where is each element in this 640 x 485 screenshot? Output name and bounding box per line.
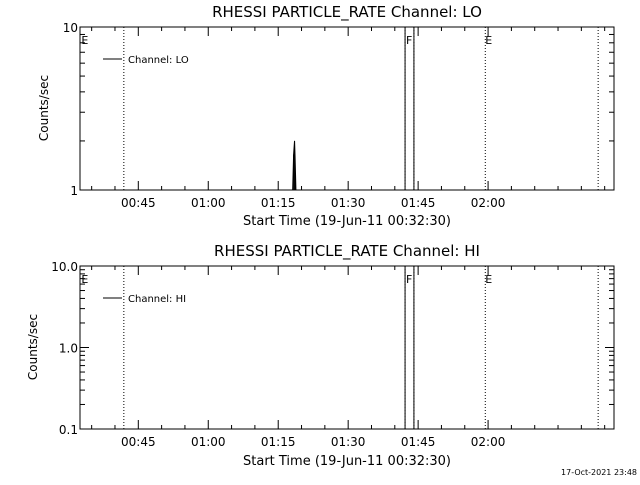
event-flag: F <box>406 273 412 286</box>
x-tick-label: 02:00 <box>471 435 506 449</box>
x-tick-label: 01:00 <box>191 435 226 449</box>
x-tick-label: 01:30 <box>331 196 366 210</box>
event-flag: E <box>485 273 492 286</box>
y-tick-label: 0.1 <box>59 423 78 437</box>
y-tick-label: 1.0 <box>59 342 78 356</box>
x-tick-label: 01:45 <box>401 435 436 449</box>
chart-panel-hi: RHESSI PARTICLE_RATE Channel: HI 00:45 01… <box>26 242 615 469</box>
x-tick-label: 00:45 <box>121 435 156 449</box>
legend: Channel: LO <box>103 55 189 66</box>
plot-frame <box>79 265 615 430</box>
x-tick-label: 01:15 <box>261 196 296 210</box>
x-tick-label: 02:00 <box>471 196 506 210</box>
x-ticks: 00:45 01:00 01:15 01:30 01:45 02:00 <box>91 266 606 449</box>
data-pulse <box>404 265 415 429</box>
event-flag: E <box>485 34 492 47</box>
y-tick-label: 10.0 <box>51 260 78 274</box>
y-ticks: 0.1 1.0 10.0 <box>51 260 614 437</box>
x-ticks: 00:45 01:00 01:15 01:30 01:45 02:00 <box>91 27 606 210</box>
y-axis-label: Counts/sec <box>37 75 51 141</box>
legend-label: Channel: HI <box>128 294 186 305</box>
x-tick-label: 01:30 <box>331 435 366 449</box>
x-axis-label: Start Time (19-Jun-11 00:32:30) <box>243 454 451 469</box>
event-flag: E <box>81 34 88 47</box>
chart-title: RHESSI PARTICLE_RATE Channel: HI <box>214 242 480 261</box>
timestamp: 17-Oct-2021 23:48 <box>561 468 637 477</box>
data-pulse <box>404 26 415 190</box>
x-tick-label: 01:15 <box>261 435 296 449</box>
chart-title: RHESSI PARTICLE_RATE Channel: LO <box>212 3 482 22</box>
y-axis-label: Counts/sec <box>26 314 40 380</box>
y-ticks: 1 10 <box>63 21 614 198</box>
x-axis-label: Start Time (19-Jun-11 00:32:30) <box>243 214 451 229</box>
legend: Channel: HI <box>103 294 186 305</box>
data-series <box>292 26 415 191</box>
data-series <box>404 265 415 429</box>
y-tick-label: 10 <box>63 21 78 35</box>
event-flag: F <box>406 34 412 47</box>
legend-label: Channel: LO <box>128 55 189 66</box>
x-tick-label: 01:45 <box>401 196 436 210</box>
event-flag: E <box>81 273 88 286</box>
x-tick-label: 01:00 <box>191 196 226 210</box>
y-tick-label: 1 <box>70 184 78 198</box>
plot-frame <box>79 26 615 191</box>
chart-panel-lo: RHESSI PARTICLE_RATE Channel: LO 00:45 01… <box>37 3 615 229</box>
x-tick-label: 00:45 <box>121 196 156 210</box>
